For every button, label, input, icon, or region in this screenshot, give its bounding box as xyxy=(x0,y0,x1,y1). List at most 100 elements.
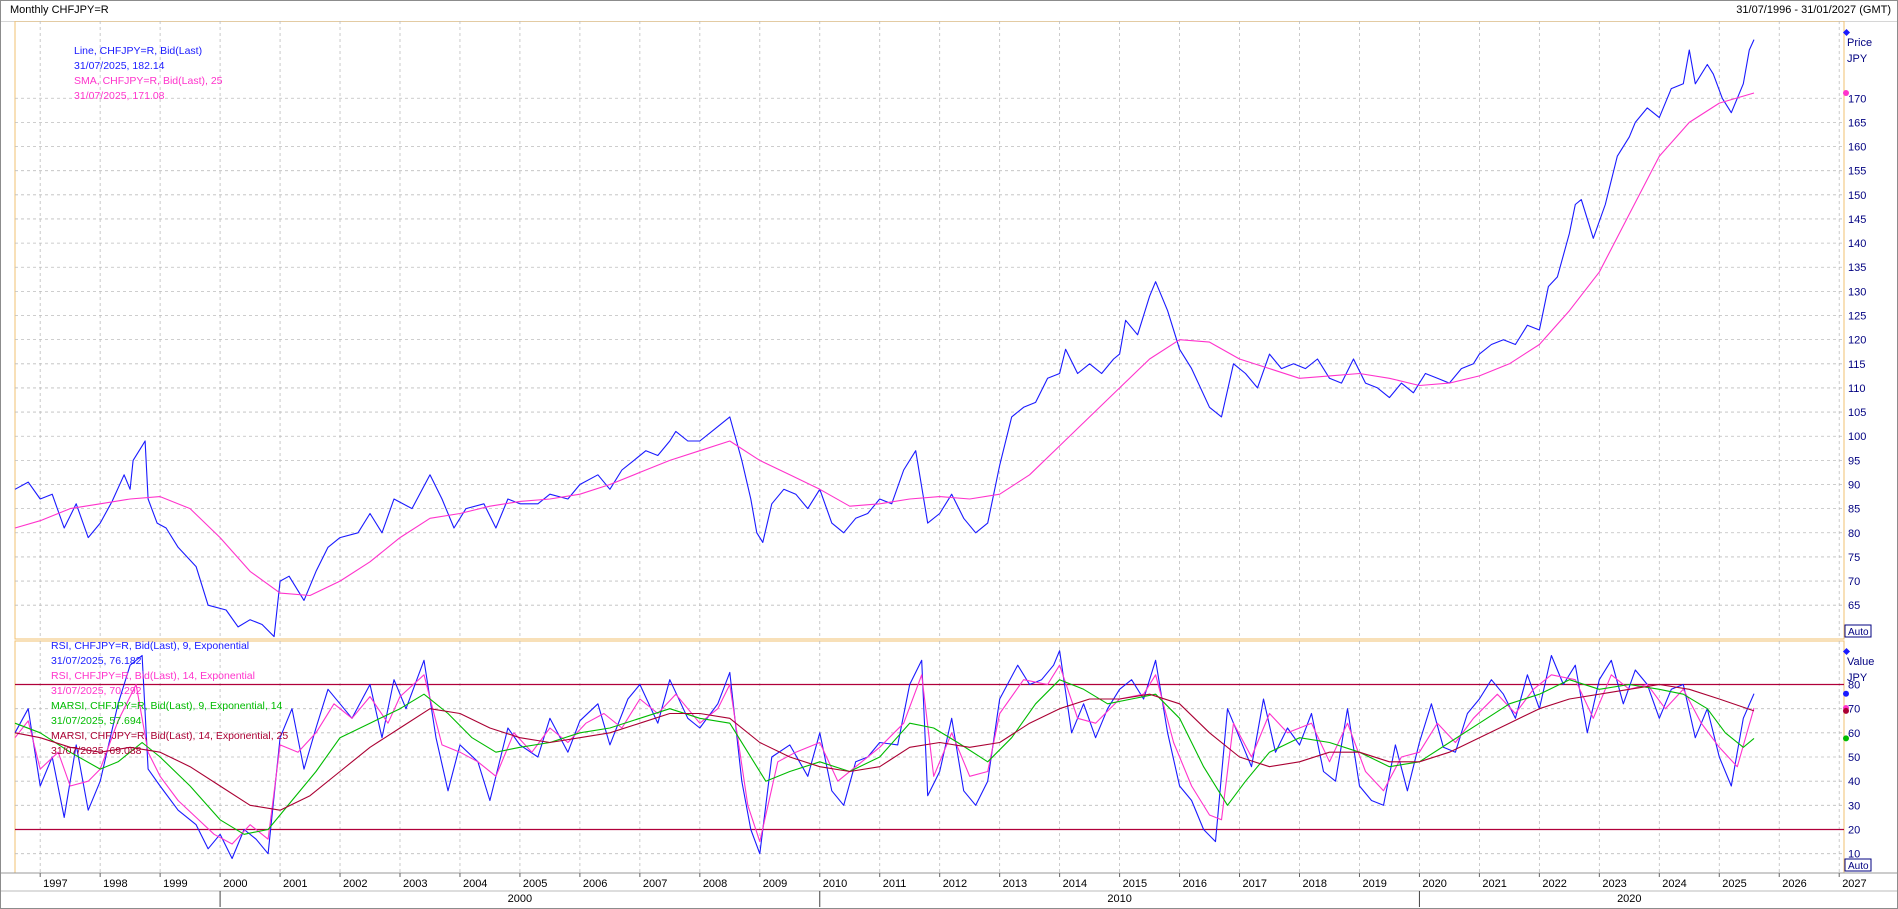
year-label: 2013 xyxy=(1003,878,1027,890)
y-tick-label: 75 xyxy=(1848,552,1860,564)
y-tick-label: 100 xyxy=(1848,431,1866,443)
y-tick-label: 130 xyxy=(1848,286,1866,298)
y-tick-label: 40 xyxy=(1848,776,1860,788)
series-line-sma xyxy=(14,92,1755,597)
y-tick-label: 90 xyxy=(1848,480,1860,492)
series-line-marsi14 xyxy=(14,683,1755,811)
year-label: 2020 xyxy=(1422,878,1446,890)
year-label: 2004 xyxy=(463,878,487,890)
date-range-label: 31/07/1996 - 31/01/2027 (GMT) xyxy=(1736,4,1891,16)
legend-series-value: 31/07/2025, 171.08 xyxy=(74,90,165,102)
y-tick-label: 10 xyxy=(1848,849,1860,861)
last-value-marker xyxy=(1843,707,1849,714)
year-label: 2015 xyxy=(1123,878,1147,890)
legend-series-name: MARSI, CHFJPY=R, Bid(Last), 14, Exponent… xyxy=(51,730,288,742)
legend-series-name: MARSI, CHFJPY=R, Bid(Last), 9, Exponenti… xyxy=(51,700,283,712)
year-label: 2005 xyxy=(523,878,547,890)
y-tick-label: 155 xyxy=(1848,166,1866,178)
axis-title: Price xyxy=(1847,37,1872,49)
y-tick-label: 150 xyxy=(1848,190,1866,202)
y-tick-label: 85 xyxy=(1848,504,1860,516)
series-line-rsi14 xyxy=(14,664,1755,845)
y-tick-label: 160 xyxy=(1848,142,1866,154)
legend-series-name: SMA, CHFJPY=R, Bid(Last), 25 xyxy=(74,75,223,87)
y-tick-label: 105 xyxy=(1848,407,1866,419)
year-label: 2011 xyxy=(883,878,907,890)
legend-series-value: 31/07/2025, 57.694 xyxy=(51,715,142,727)
y-tick-label: 140 xyxy=(1848,238,1866,250)
decade-label: 2020 xyxy=(1617,893,1641,905)
decade-label: 2010 xyxy=(1107,893,1131,905)
y-tick-label: 70 xyxy=(1848,576,1860,588)
auto-button-label: Auto xyxy=(1848,627,1869,638)
year-label: 2001 xyxy=(283,878,307,890)
chart-title: Monthly CHFJPY=R xyxy=(10,4,109,16)
series-line-rsi9 xyxy=(14,650,1755,860)
price-panel: 65 70 75 80 85 90 95 100 105 110 115 120 125 130 135 14… xyxy=(14,21,1872,640)
series-line-price xyxy=(14,39,1755,638)
title-bar: Monthly CHFJPY=R 31/07/1996 - 31/01/2027… xyxy=(1,1,1897,22)
year-label: 2000 xyxy=(223,878,247,890)
axis-title: Value xyxy=(1847,656,1874,668)
y-tick-label: 120 xyxy=(1848,335,1866,347)
y-tick-label: 165 xyxy=(1848,117,1866,129)
year-label: 2021 xyxy=(1482,878,1506,890)
year-label: 2027 xyxy=(1842,878,1866,890)
legend-series-value: 31/07/2025, 69.088 xyxy=(51,745,142,757)
chart-canvas[interactable]: 65 70 75 80 85 90 95 100 105 110 115 120 125 130 135 14… xyxy=(1,21,1897,908)
series-line-marsi9 xyxy=(14,679,1755,835)
year-label: 2017 xyxy=(1243,878,1267,890)
year-label: 2007 xyxy=(643,878,667,890)
year-label: 2002 xyxy=(343,878,367,890)
year-label: 2010 xyxy=(823,878,847,890)
legend-series-value: 31/07/2025, 76.182 xyxy=(51,655,142,667)
year-label: 2009 xyxy=(763,878,787,890)
axis-unit: JPY xyxy=(1847,672,1868,684)
axis-unit: JPY xyxy=(1847,53,1868,65)
y-tick-label: 65 xyxy=(1848,600,1860,612)
y-tick-label: 50 xyxy=(1848,752,1860,764)
y-tick-label: 80 xyxy=(1848,528,1860,540)
auto-scale-button[interactable]: Auto xyxy=(1844,624,1872,638)
legend-series-name: RSI, CHFJPY=R, Bid(Last), 9, Exponential xyxy=(51,640,249,652)
year-label: 1998 xyxy=(103,878,127,890)
year-label: 2012 xyxy=(943,878,967,890)
y-tick-label: 135 xyxy=(1848,262,1866,274)
year-label: 2014 xyxy=(1063,878,1087,890)
y-tick-label: 145 xyxy=(1848,214,1866,226)
auto-scale-button[interactable]: Auto xyxy=(1844,858,1872,872)
y-tick-label: 110 xyxy=(1848,383,1866,395)
legend-series-name: Line, CHFJPY=R, Bid(Last) xyxy=(74,45,202,57)
year-label: 2023 xyxy=(1602,878,1626,890)
year-label: 1997 xyxy=(43,878,67,890)
legend-series-name: RSI, CHFJPY=R, Bid(Last), 14, Exponentia… xyxy=(51,670,255,682)
y-tick-label: 170 xyxy=(1848,93,1866,105)
y-tick-label: 95 xyxy=(1848,455,1860,467)
year-label: 2019 xyxy=(1362,878,1386,890)
legend-series-value: 31/07/2025, 182.14 xyxy=(74,60,165,72)
y-tick-label: 125 xyxy=(1848,311,1866,323)
y-tick-label: 30 xyxy=(1848,800,1860,812)
y-tick-label: 20 xyxy=(1848,825,1860,837)
year-label: 2024 xyxy=(1662,878,1686,890)
year-label: 2026 xyxy=(1782,878,1806,890)
last-value-marker xyxy=(1843,735,1849,742)
y-tick-label: 60 xyxy=(1848,728,1860,740)
last-value-marker xyxy=(1843,690,1849,697)
auto-button-label: Auto xyxy=(1848,861,1869,872)
year-label: 2025 xyxy=(1722,878,1746,890)
last-value-marker xyxy=(1843,90,1849,97)
year-label: 2006 xyxy=(583,878,607,890)
decade-label: 2000 xyxy=(508,893,532,905)
y-tick-label: 80 xyxy=(1848,680,1860,692)
year-label: 2016 xyxy=(1183,878,1207,890)
auto-button-frame xyxy=(1844,624,1872,638)
auto-button-frame xyxy=(1844,858,1872,872)
year-label: 2022 xyxy=(1542,878,1566,890)
legend-series-value: 31/07/2025, 70.292 xyxy=(51,685,142,697)
rsi-panel: 10 20 30 40 50 60 70 80 RSI, CHFJPY=R, Bid(Last)… xyxy=(14,640,1874,874)
year-label: 2003 xyxy=(403,878,427,890)
y-tick-label: 70 xyxy=(1848,704,1860,716)
y-tick-label: 115 xyxy=(1848,359,1866,371)
